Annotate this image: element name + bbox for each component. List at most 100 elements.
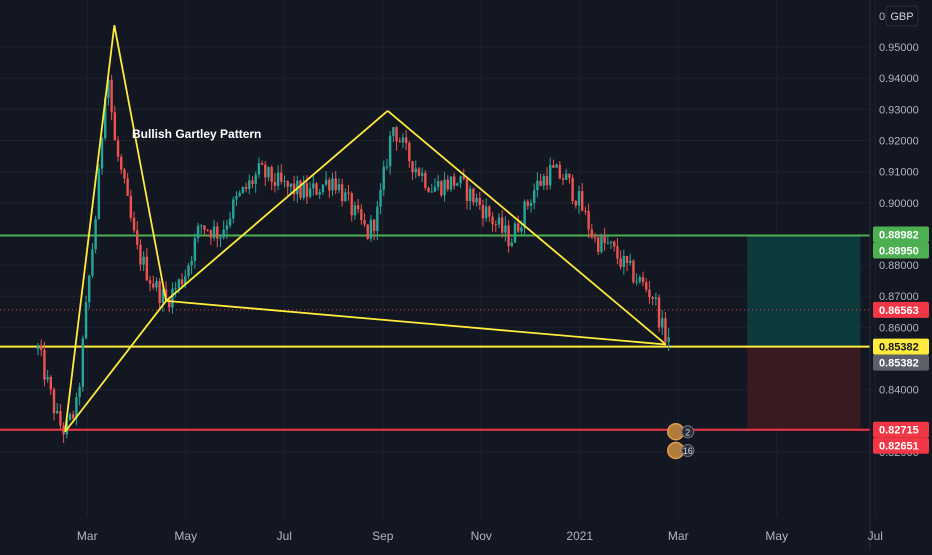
x-tick-label: Sep (372, 529, 394, 543)
price-tag: 0.82651 (873, 437, 929, 454)
candle-body (219, 237, 222, 239)
pattern-line-x-a[interactable] (64, 25, 116, 432)
candle-body (65, 419, 69, 435)
y-tick-label: 0.84000 (879, 385, 919, 397)
price-tag-bg (873, 338, 929, 355)
y-tick-label: 0.94000 (879, 73, 919, 85)
price-tag: 0.88950 (873, 242, 929, 259)
candle-body (657, 297, 661, 328)
candle-body (244, 186, 248, 189)
candle-body (328, 179, 331, 191)
candle-body (142, 256, 145, 265)
candle-body (555, 164, 558, 168)
price-tag-bg (873, 354, 929, 371)
candle-body (497, 217, 501, 225)
candle-body (565, 173, 568, 180)
candle-body (411, 161, 414, 173)
candle-body (494, 224, 497, 226)
pattern-line-c-d[interactable] (387, 110, 667, 346)
y-tick-label: 0.86000 (879, 322, 919, 334)
candle-body (581, 191, 584, 211)
candle-body (187, 265, 190, 277)
candle-body (430, 191, 433, 193)
candle-body (366, 224, 369, 239)
candle-body (459, 176, 462, 184)
candle-body (203, 225, 206, 230)
candle-body (228, 218, 232, 226)
candle-body (334, 178, 337, 191)
candle-body (472, 188, 475, 203)
candle-body (72, 414, 75, 419)
candle-body (94, 219, 97, 250)
candle-body (235, 195, 238, 200)
event-count: 2 (685, 427, 690, 437)
candle-body (107, 79, 110, 98)
candle-body (91, 249, 94, 276)
currency-selector[interactable]: GBP (885, 5, 919, 27)
candle-body (248, 180, 251, 189)
candle-body (619, 258, 622, 267)
candle-body (273, 181, 277, 186)
candle-body (152, 283, 155, 288)
candle-body (190, 260, 193, 266)
pattern-line-b-d[interactable] (165, 300, 667, 346)
candle-body (613, 241, 616, 247)
price-tag-bg (873, 421, 929, 438)
event-marker[interactable]: 2 (667, 423, 695, 441)
candle-body (616, 246, 619, 259)
candle-body (478, 197, 481, 205)
candle-body (625, 255, 629, 263)
candle-body (654, 297, 658, 299)
candle-body (363, 220, 366, 225)
price-tag-bg (873, 437, 929, 454)
candle-body (312, 183, 315, 189)
candle-body (232, 199, 235, 219)
candle-body (267, 166, 270, 178)
x-tick-label: Mar (77, 529, 98, 543)
candle-body (577, 191, 581, 206)
candle-body (372, 219, 376, 232)
candle-body (520, 227, 523, 232)
candle-body (401, 137, 405, 143)
price-tag-text: 0.88950 (879, 245, 919, 257)
candle-body (132, 217, 136, 231)
candle-body (260, 163, 264, 165)
candle-body (504, 225, 507, 233)
candle-body (59, 410, 62, 426)
candle-body (561, 178, 565, 180)
price-tag-text: 0.82715 (879, 425, 919, 437)
candle-body (609, 241, 613, 243)
candle-body (331, 178, 334, 191)
candle-body (549, 165, 552, 186)
candle-body (468, 188, 472, 201)
pattern-line-b-c[interactable] (165, 110, 389, 302)
candle-body (491, 216, 494, 225)
candle-body (584, 210, 587, 212)
candle-body (200, 225, 203, 227)
profit-zone (747, 235, 861, 347)
candle-body (184, 276, 187, 285)
pattern-line-x-b[interactable] (64, 300, 167, 433)
candle-body (88, 275, 91, 303)
candle-body (46, 376, 49, 380)
price-tag-text: 0.86563 (879, 305, 919, 317)
candle-body (158, 281, 161, 303)
candle-body (571, 177, 574, 202)
candle-body (629, 260, 632, 263)
candle-body (302, 183, 305, 198)
candle-body (552, 165, 555, 168)
price-tag: 0.86563 (873, 301, 929, 318)
candle-body (574, 201, 578, 206)
candle-body (347, 192, 350, 194)
candle-body (308, 188, 312, 197)
candle-body (597, 237, 600, 253)
candle-body (209, 230, 213, 238)
candle-body (436, 181, 440, 187)
candle-body (539, 180, 542, 186)
y-tick-label: 0.91000 (879, 167, 919, 179)
candle-body (465, 178, 469, 201)
x-tick-label: Mar (668, 529, 689, 543)
pattern-line-a-b[interactable] (113, 25, 167, 302)
candle-body (590, 229, 594, 238)
event-marker[interactable]: 16 (667, 441, 695, 460)
